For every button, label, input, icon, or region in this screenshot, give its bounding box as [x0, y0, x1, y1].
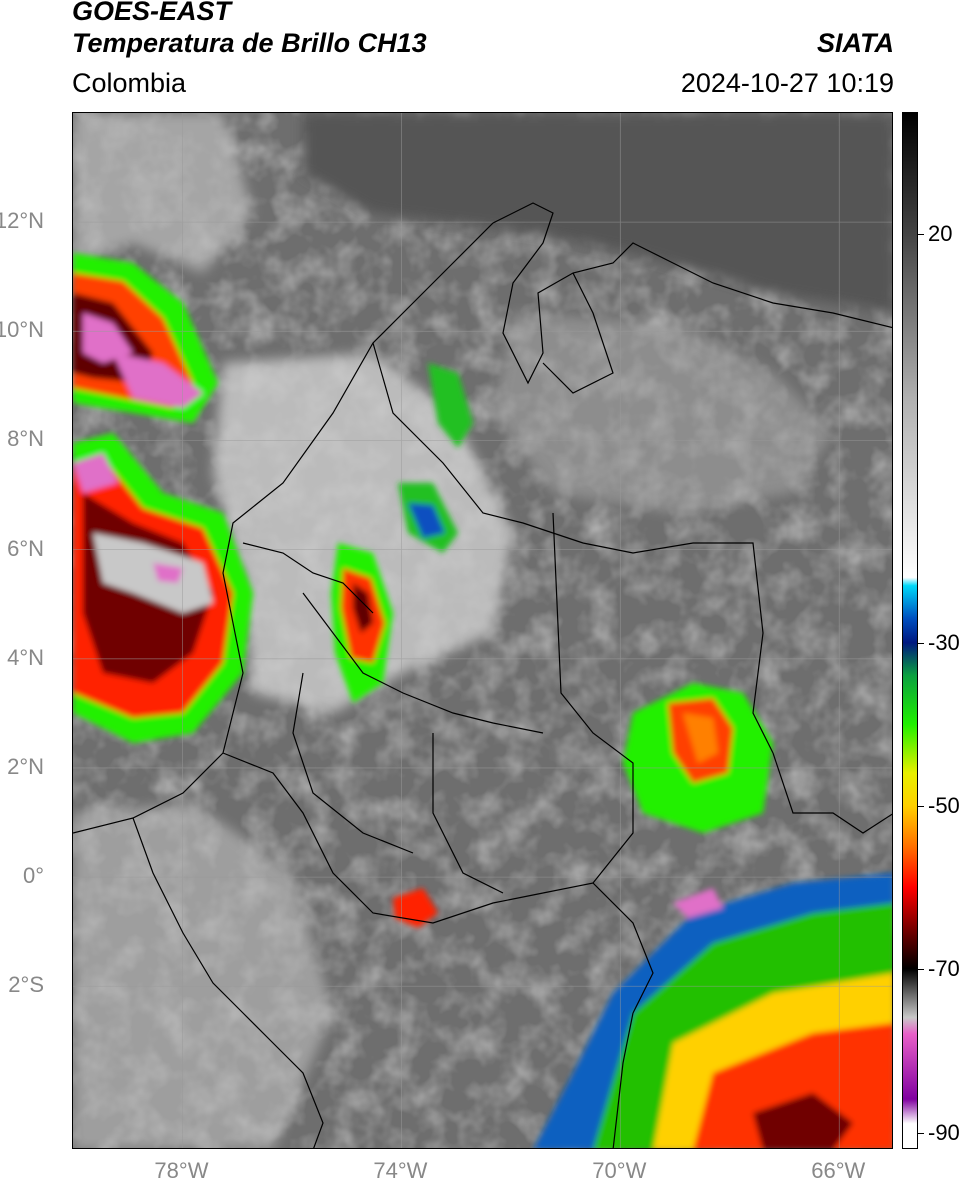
lat-tick-label: 2°S: [8, 972, 44, 998]
colorbar-tick-mark: [918, 969, 924, 971]
border-internal-andes: [242, 542, 374, 614]
border-internal-guaviare: [432, 733, 504, 894]
colorbar-tick-mark: [918, 642, 924, 644]
satellite-map[interactable]: [72, 112, 893, 1149]
colorbar-tick-label: -30: [928, 629, 960, 655]
border-venezuela-brazil: [772, 752, 892, 834]
border-internal-vichada: [552, 512, 634, 884]
lake-maracaibo: [542, 272, 614, 394]
low-cloud-nw: [73, 113, 253, 273]
colorbar-tick-mark: [918, 1132, 924, 1134]
colorbar-tick-label: -50: [928, 793, 960, 819]
lon-tick-label: 66°W: [811, 1158, 866, 1183]
cloud-pacific-south: [73, 803, 333, 1148]
lat-tick-label: 4°N: [7, 644, 44, 670]
colorbar-tick-mark: [918, 806, 924, 808]
colorbar-tick-label: 20: [928, 221, 953, 247]
border-colombia-south: [222, 752, 654, 1014]
coastline-caribbean: [73, 202, 892, 834]
source-label: SIATA: [817, 28, 894, 58]
coastlines-borders: [73, 202, 892, 1148]
convective-pacific-central: [73, 433, 253, 743]
datetime-label: 2024-10-27 10:19: [680, 68, 894, 98]
satellite-title: GOES-EAST: [72, 0, 232, 26]
lon-tick-label: 78°W: [154, 1158, 209, 1183]
lat-tick-label: 8°N: [7, 426, 44, 452]
map-canvas: [73, 113, 892, 1148]
region-label: Colombia: [72, 68, 187, 98]
lon-tick-label: 74°W: [373, 1158, 428, 1183]
lat-tick-label: 12°N: [0, 208, 44, 234]
lat-tick-label: 6°N: [7, 535, 44, 561]
convective-andes-central: [331, 543, 393, 703]
lat-tick-label: 2°N: [7, 753, 44, 779]
convective-magdalena: [398, 363, 473, 553]
border-internal-meta: [302, 592, 544, 734]
lat-tick-label: 10°N: [0, 317, 44, 343]
convective-pacific-north: [73, 253, 218, 423]
product-title: Temperatura de Brillo CH13: [72, 28, 427, 58]
border-internal-huila: [292, 672, 414, 854]
convective-amazon-south: [534, 873, 892, 1148]
colorbar-tick-label: -70: [928, 956, 960, 982]
lat-tick-label: 0°: [22, 863, 44, 889]
colorbar: [902, 112, 918, 1149]
caribbean-warm-area: [303, 113, 892, 313]
coastline-pacific: [132, 817, 324, 1148]
cloud-andes: [213, 353, 513, 713]
border-peru-brazil: [612, 1012, 634, 1148]
colorbar-tick-mark: [918, 234, 924, 236]
colorbar-tick-label: -90: [928, 1119, 960, 1145]
gridlines: [73, 113, 892, 1148]
lon-tick-label: 70°W: [592, 1158, 647, 1183]
cloud-venezuela: [493, 313, 833, 513]
convective-llanos-east: [623, 683, 773, 833]
border-colombia-venezuela: [372, 342, 774, 754]
